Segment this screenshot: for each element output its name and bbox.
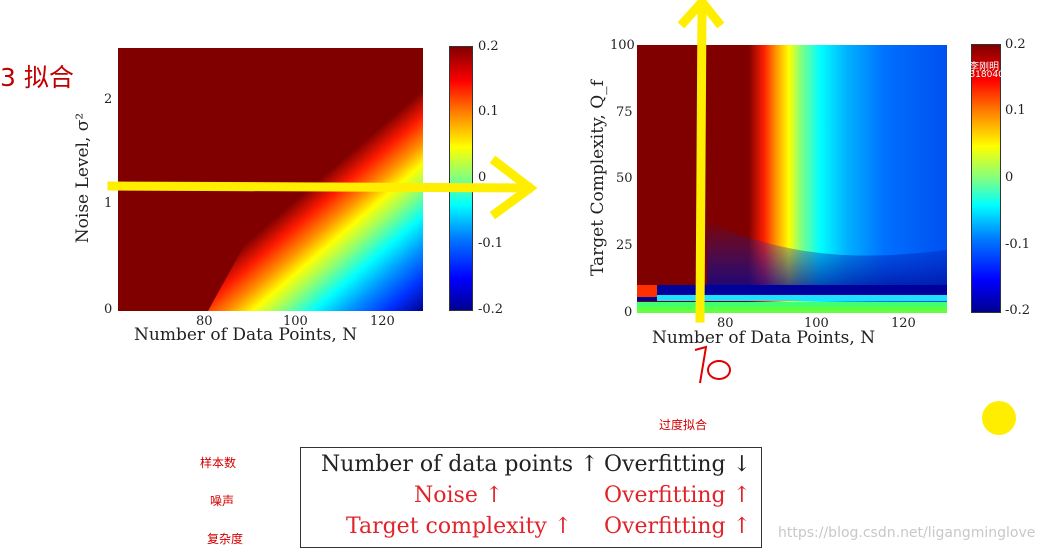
complexity-bottom-edge: [637, 307, 947, 313]
summary-table: Number of data points ↑ Overfitting ↓ No…: [300, 447, 762, 548]
summary-factor: Target complexity ↑: [346, 514, 573, 539]
complexity-ytick: 25: [616, 238, 633, 253]
summary-effect: Overfitting ↑: [604, 514, 752, 539]
complexity-heatmap: [637, 45, 947, 313]
noise-ytick: 1: [104, 196, 113, 211]
signature-id: B180400107: [969, 70, 1027, 80]
noise-heatmap: [118, 48, 423, 311]
complexity-ytick: 75: [616, 105, 633, 120]
horizontal-arrow: [107, 155, 538, 220]
overfit-note: 过度拟合: [659, 418, 708, 432]
complexity-cb-tick: 0.2: [1005, 37, 1026, 52]
noise-xtick: 100: [283, 314, 308, 329]
noise-colorbar: [449, 46, 473, 311]
complexity-cb-tick: 0: [1005, 170, 1014, 185]
complexity-cb-tick: 0.1: [1005, 103, 1026, 118]
handwritten-zero: [707, 360, 731, 380]
complexity-cb-tick: -0.1: [1005, 237, 1031, 252]
summary-effect: Overfitting ↓: [604, 452, 752, 477]
complexity-red-base: [637, 285, 657, 297]
noise-cb-tick: 0: [478, 170, 487, 185]
yellow-dot: [982, 401, 1016, 435]
noise-cb-tick: -0.1: [478, 236, 504, 251]
vertical-arrow: [677, 0, 725, 323]
complexity-dark-bottom: [707, 220, 947, 300]
complexity-cb-tick: -0.2: [1005, 303, 1031, 318]
watermark: https://blog.csdn.net/ligangminglove: [778, 525, 1036, 541]
noise-xtick: 120: [370, 314, 395, 329]
complexity-ytick: 0: [624, 305, 633, 320]
complexity-green-strip: [637, 302, 947, 307]
row-label-noise: 噪声: [210, 494, 235, 508]
noise-ytick: 0: [104, 302, 113, 317]
complexity-cyan-strip: [657, 295, 947, 301]
noise-xlabel: Number of Data Points, N: [134, 325, 358, 345]
noise-ytick: 2: [104, 92, 113, 107]
noise-cb-tick: 0.2: [478, 39, 499, 54]
row-label-samples: 样本数: [200, 456, 237, 470]
complexity-colorbar: [971, 44, 1001, 313]
summary-factor: Number of data points ↑: [321, 452, 599, 477]
section-title: 3 拟合: [0, 63, 74, 92]
complexity-xtick: 120: [891, 316, 916, 331]
summary-effect: Overfitting ↑: [604, 483, 752, 508]
complexity-ytick: 100: [610, 38, 635, 53]
complexity-xlabel: Number of Data Points, N: [652, 328, 876, 348]
noise-cb-tick: -0.2: [478, 302, 504, 317]
handwritten-seven: [694, 345, 708, 384]
noise-cb-tick: 0.1: [478, 104, 499, 119]
complexity-ytick: 50: [616, 171, 633, 186]
noise-dark-region: [118, 48, 353, 311]
noise-xtick: 80: [196, 314, 213, 329]
row-label-complexity: 复杂度: [207, 532, 244, 546]
complexity-xtick: 80: [717, 316, 734, 331]
summary-factor: Noise ↑: [414, 483, 504, 508]
complexity-xtick: 100: [804, 316, 829, 331]
signature-name: 李刚明: [969, 62, 999, 73]
